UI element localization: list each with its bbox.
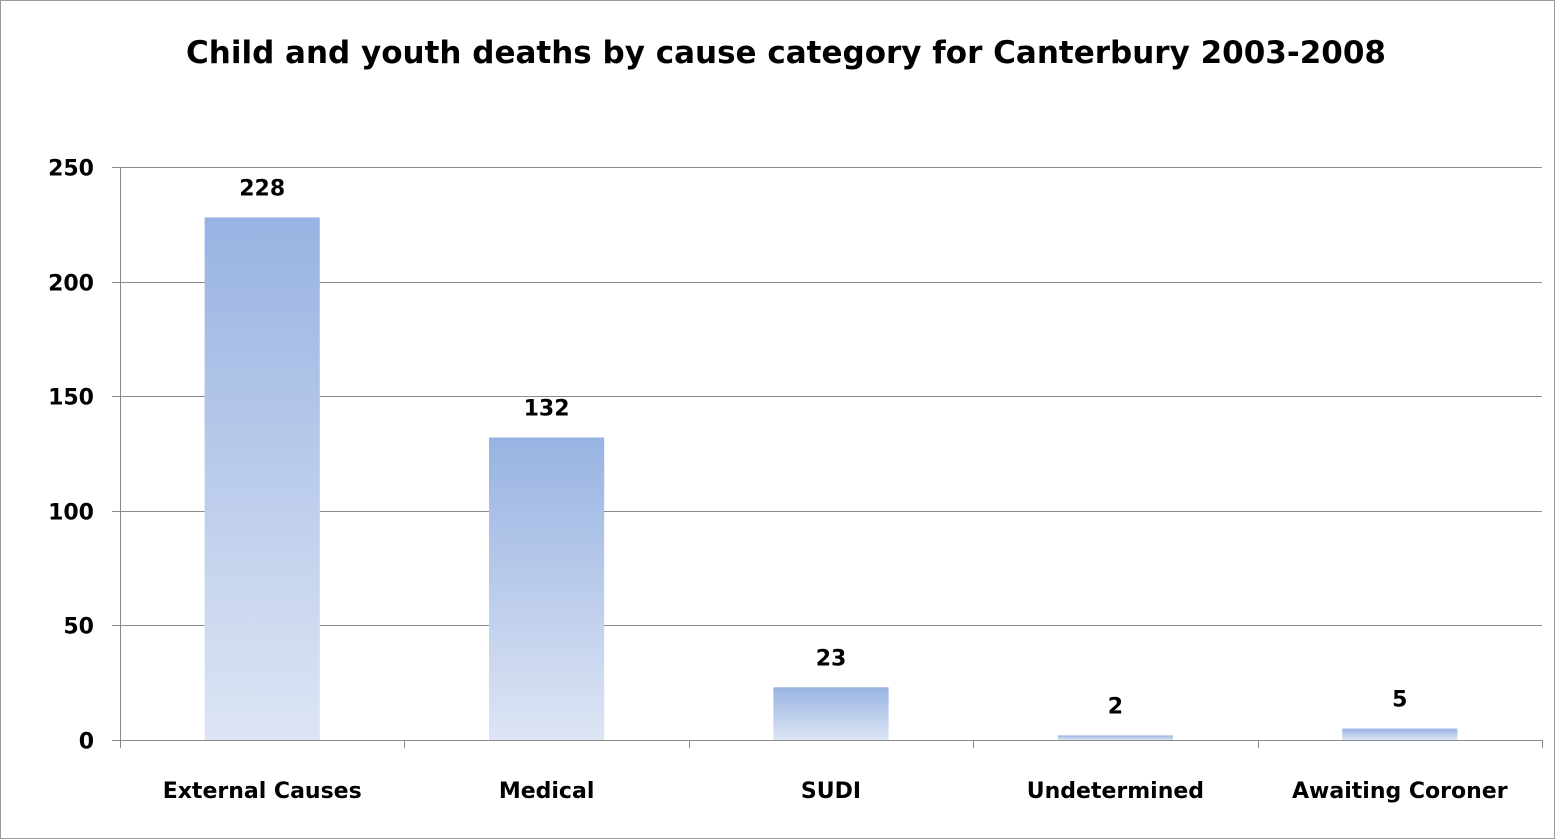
- data-label: 132: [524, 396, 570, 421]
- y-tick-label: 250: [48, 157, 94, 182]
- bars: [204, 217, 1458, 740]
- data-labels: 228 132 23 2 5: [239, 176, 1407, 719]
- y-tick-label: 100: [48, 501, 94, 526]
- y-tick-labels: 0 50 100 150 200 250: [48, 157, 94, 755]
- gridlines: [120, 167, 1542, 626]
- axes: [112, 167, 1543, 748]
- category-label: Awaiting Coroner: [1292, 779, 1508, 804]
- chart-title: Child and youth deaths by cause category…: [186, 35, 1386, 71]
- bar-medical: [489, 437, 605, 740]
- y-tick-label: 0: [79, 730, 94, 755]
- category-label: External Causes: [163, 779, 362, 804]
- data-label: 2: [1108, 694, 1123, 719]
- category-label: Medical: [499, 779, 595, 804]
- data-label: 5: [1392, 688, 1407, 713]
- data-label: 23: [816, 646, 847, 671]
- data-label: 228: [239, 176, 285, 201]
- bar-undetermined: [1057, 735, 1173, 740]
- category-label: Undetermined: [1027, 779, 1204, 804]
- y-tick-label: 50: [63, 615, 94, 640]
- y-tick-label: 150: [48, 386, 94, 411]
- y-tick-label: 200: [48, 272, 94, 297]
- category-label: SUDI: [801, 779, 861, 804]
- bar-awaiting-coroner: [1342, 728, 1458, 740]
- bar-sudi: [773, 687, 889, 740]
- bar-external-causes: [204, 217, 320, 740]
- category-labels: External Causes Medical SUDI Undetermined Aw…: [163, 779, 1508, 804]
